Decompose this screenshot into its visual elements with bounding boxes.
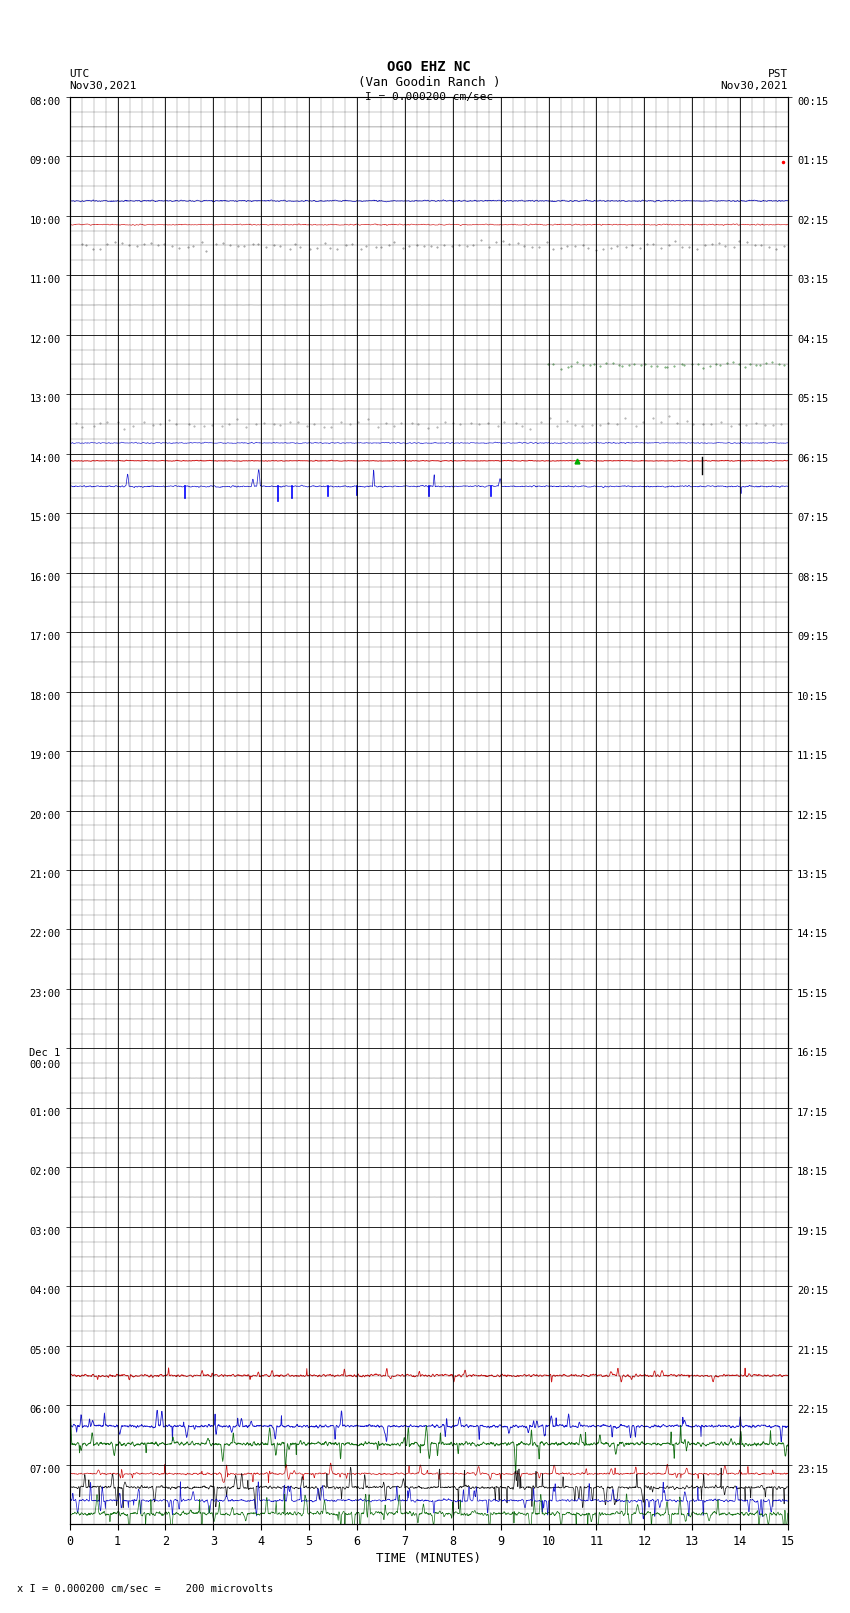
X-axis label: TIME (MINUTES): TIME (MINUTES) [377, 1552, 481, 1565]
Text: UTC
Nov30,2021: UTC Nov30,2021 [70, 69, 137, 90]
Text: x I = 0.000200 cm/sec =    200 microvolts: x I = 0.000200 cm/sec = 200 microvolts [17, 1584, 273, 1594]
Text: I = 0.000200 cm/sec: I = 0.000200 cm/sec [366, 92, 493, 102]
Text: OGO EHZ NC: OGO EHZ NC [388, 60, 471, 74]
Text: PST
Nov30,2021: PST Nov30,2021 [721, 69, 788, 90]
Text: (Van Goodin Ranch ): (Van Goodin Ranch ) [358, 76, 501, 89]
